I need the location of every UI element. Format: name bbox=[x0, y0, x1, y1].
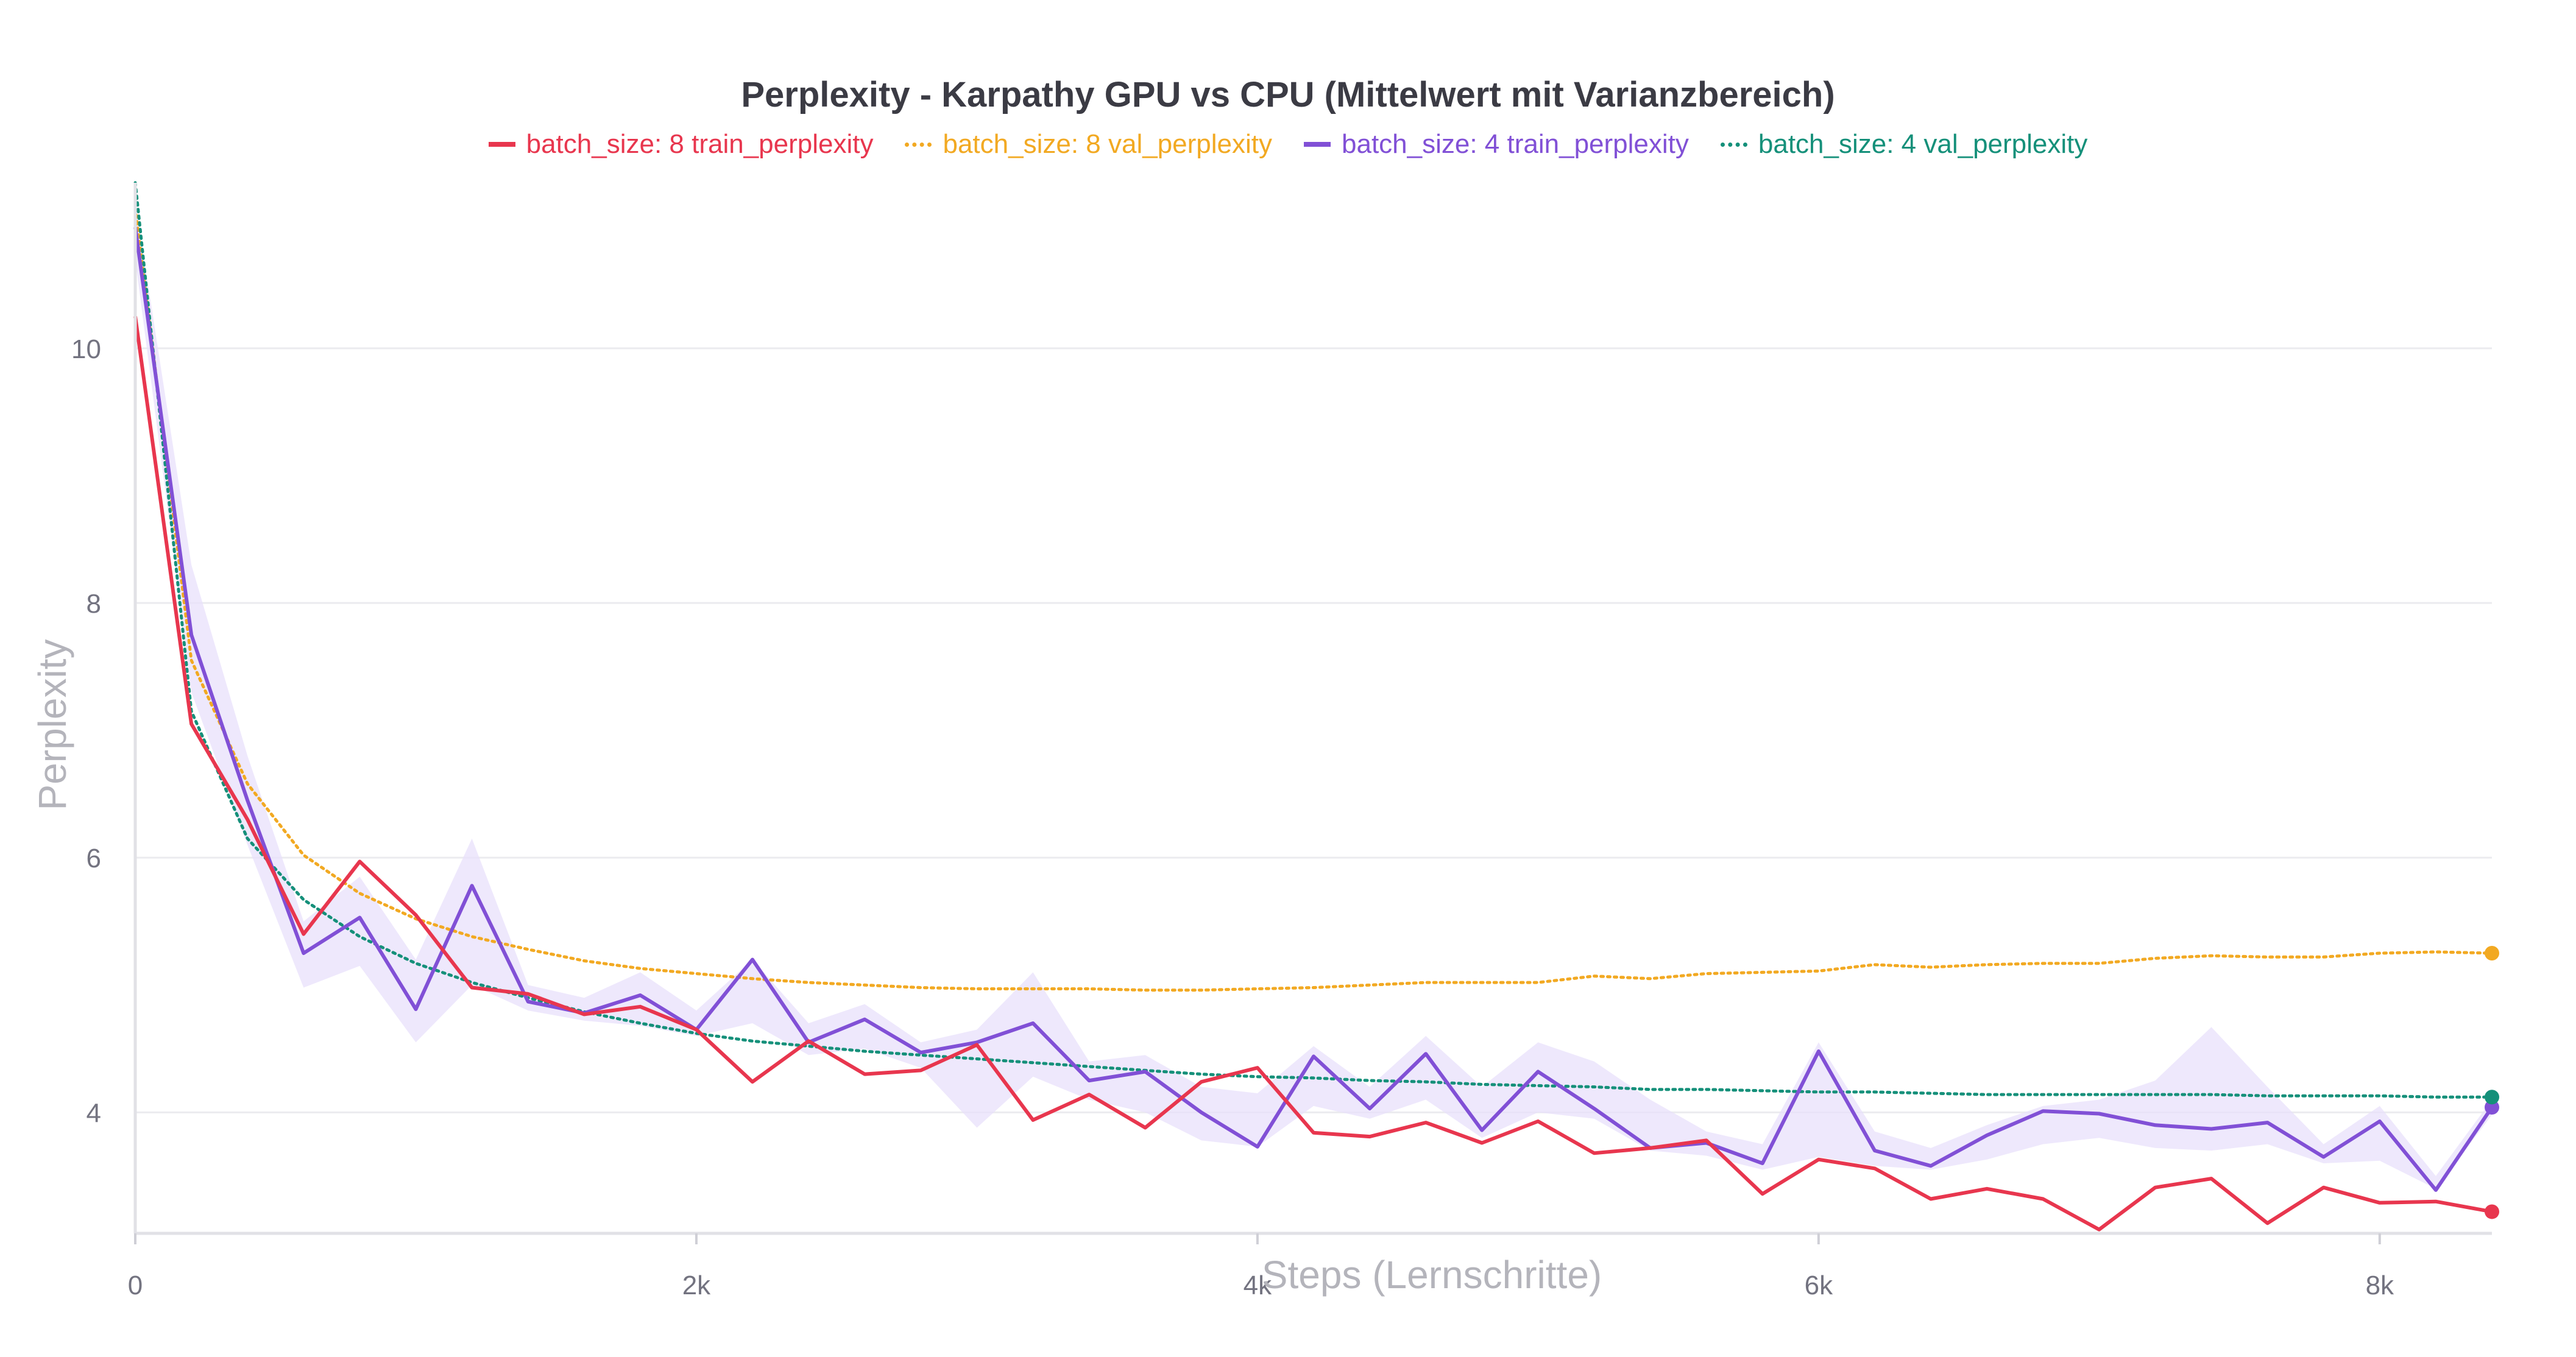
variance-band-series-2 bbox=[135, 202, 2492, 1189]
x-axis-title: Steps (Lernschritte) bbox=[1262, 1253, 1602, 1297]
x-tick-label: 0 bbox=[128, 1271, 143, 1300]
axis-layer bbox=[133, 183, 2492, 1244]
x-tick-label: 4k bbox=[1244, 1271, 1272, 1300]
series-line-1[interactable] bbox=[133, 206, 2494, 992]
legend-item-bs8-val[interactable]: batch_size: 8 val_perplexity bbox=[905, 129, 1272, 160]
series-line-layer bbox=[133, 181, 2499, 1232]
y-tick-label: 6 bbox=[87, 844, 101, 873]
y-tick-label: 8 bbox=[87, 589, 101, 619]
legend-label-bs8-train: batch_size: 8 train_perplexity bbox=[526, 129, 874, 159]
legend-swatch-bs4-val bbox=[1720, 142, 1747, 147]
grid-layer bbox=[135, 347, 2492, 1113]
y-tick-label: 10 bbox=[71, 334, 101, 364]
variance-band-layer bbox=[135, 202, 2492, 1189]
legend-swatch-bs8-train bbox=[488, 142, 515, 147]
end-point-series-2[interactable] bbox=[2485, 1100, 2499, 1115]
x-tick-label: 6k bbox=[1805, 1271, 1833, 1300]
legend-swatch-bs8-val bbox=[905, 142, 932, 147]
legend-label-bs8-val: batch_size: 8 val_perplexity bbox=[943, 129, 1272, 159]
x-tick-label: 2k bbox=[682, 1271, 711, 1300]
legend-item-bs4-val[interactable]: batch_size: 4 val_perplexity bbox=[1720, 129, 2088, 160]
legend-label-bs4-train: batch_size: 4 train_perplexity bbox=[1342, 129, 1689, 159]
legend-item-bs8-train[interactable]: batch_size: 8 train_perplexity bbox=[488, 129, 874, 160]
chart-title: Perplexity - Karpathy GPU vs CPU (Mittel… bbox=[741, 75, 1835, 115]
y-tick-label: 4 bbox=[87, 1098, 101, 1128]
end-point-series-0[interactable] bbox=[2485, 1204, 2499, 1219]
legend-label-bs4-val: batch_size: 4 val_perplexity bbox=[1758, 129, 2088, 159]
series-line-0[interactable] bbox=[133, 316, 2493, 1232]
end-point-series-1[interactable] bbox=[2485, 946, 2499, 960]
legend: batch_size: 8 train_perplexity batch_siz… bbox=[0, 129, 2576, 160]
tick-label-layer: 4 6 8 10 0 2k 4k 6k 8k bbox=[71, 334, 2394, 1300]
end-point-series-3[interactable] bbox=[2485, 1090, 2499, 1105]
series-line-2[interactable] bbox=[133, 227, 2494, 1192]
legend-swatch-bs4-train bbox=[1304, 142, 1331, 147]
legend-item-bs4-train[interactable]: batch_size: 4 train_perplexity bbox=[1304, 129, 1689, 160]
y-axis-title: Perplexity bbox=[30, 640, 74, 811]
x-tick-label: 8k bbox=[2366, 1271, 2394, 1300]
